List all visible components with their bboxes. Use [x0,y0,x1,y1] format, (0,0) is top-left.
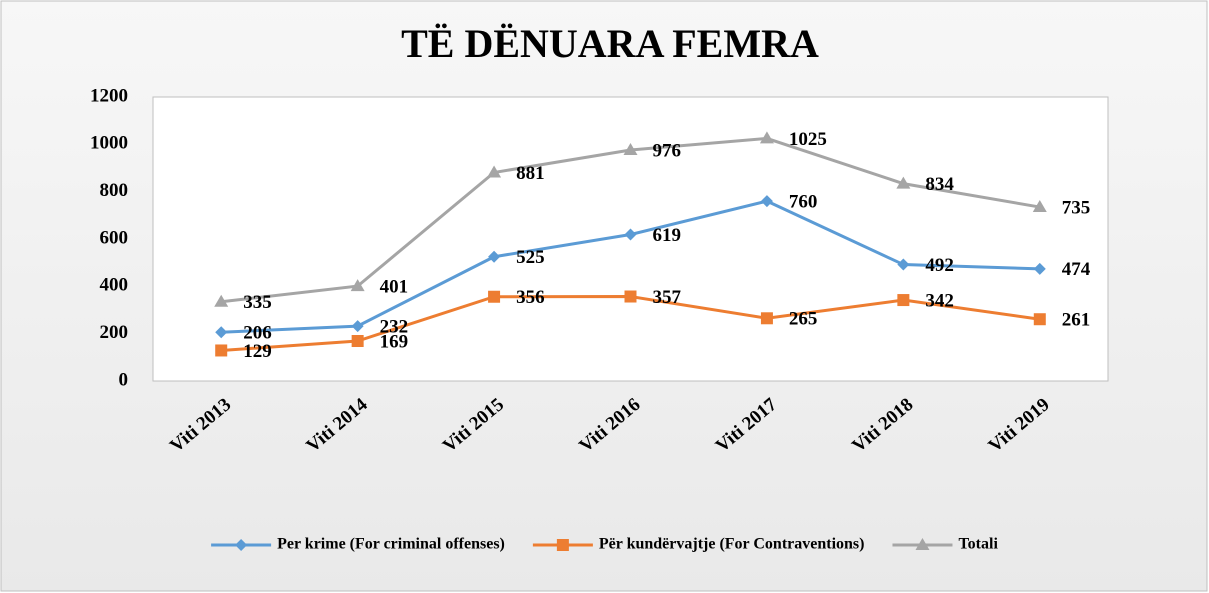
data-label: 356 [516,287,545,308]
marker [487,165,502,178]
marker [1033,313,1046,326]
legend: Per krime (For criminal offenses) Për kun… [211,536,998,553]
marker [556,539,569,551]
data-label: 401 [380,276,409,297]
data-label: 834 [925,174,954,195]
y-tick-label: 0 [119,369,129,390]
legend-label: Totali [958,536,998,553]
data-label: 881 [516,163,545,184]
y-tick-label: 800 [100,180,129,201]
marker [214,294,229,307]
data-label: 976 [653,140,682,161]
y-tick-label: 1000 [90,133,128,154]
data-label: 1025 [789,129,827,150]
marker [1032,200,1047,213]
data-label: 474 [1062,259,1091,280]
data-label: 169 [380,331,409,352]
marker [623,143,638,156]
marker [624,228,637,241]
marker [896,176,911,189]
data-label: 525 [516,247,545,268]
data-label: 206 [243,323,272,344]
marker [488,290,501,303]
data-label: 335 [243,292,272,313]
legend-label: Per krime (For criminal offenses) [277,536,505,553]
y-tick-label: 200 [100,322,129,343]
data-label: 342 [925,290,954,311]
marker [488,250,501,263]
marker [215,344,228,357]
marker [235,539,248,551]
y-tick-label: 400 [100,275,129,296]
data-label: 261 [1062,310,1091,331]
marker [351,335,364,348]
legend-label: Për kundërvajtje (For Contraventions) [599,536,865,553]
marker [915,538,930,550]
marker [1033,262,1046,275]
marker [897,294,910,307]
marker [351,320,364,333]
marker [760,312,773,325]
data-label: 232 [380,316,409,337]
chart-title: TË DËNUARA FEMRA [401,21,819,66]
marker [624,290,637,303]
data-label: 619 [653,225,682,246]
y-tick-label: 1200 [90,85,128,106]
data-label: 735 [1062,197,1091,218]
data-label: 357 [653,287,682,308]
marker [350,279,365,292]
marker [897,258,910,271]
marker [215,326,228,339]
y-tick-label: 600 [100,227,129,248]
marker [759,131,774,144]
data-label: 492 [925,255,954,276]
data-label: 265 [789,309,818,330]
data-label: 129 [243,341,272,362]
marker [760,195,773,208]
data-label: 760 [789,191,818,212]
